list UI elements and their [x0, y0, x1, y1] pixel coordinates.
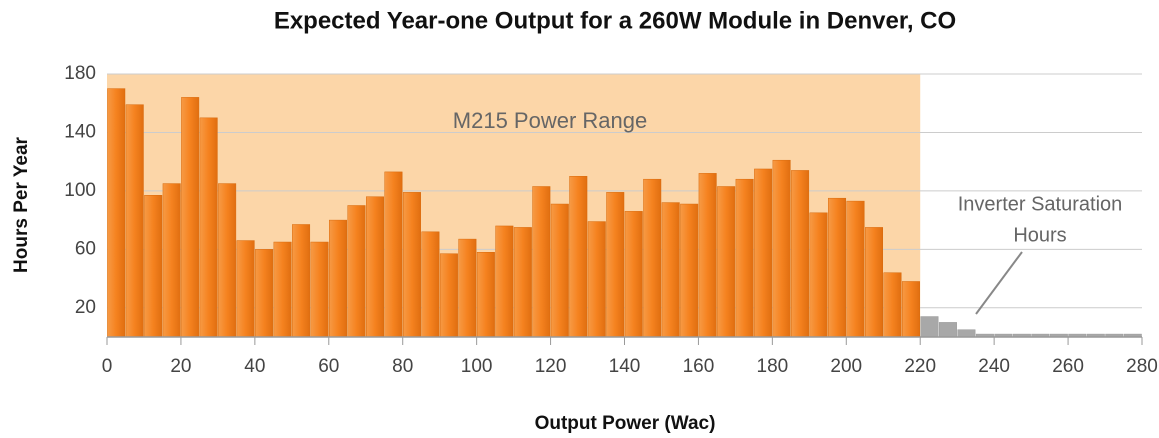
bar [772, 159, 791, 338]
x-tick-label: 180 [757, 356, 789, 377]
x-axis-label: Output Power (Wac) [535, 413, 716, 434]
annotation: M215 Power Range [453, 108, 647, 133]
chart-title: Expected Year-one Output for a 260W Modu… [274, 7, 956, 34]
bar [421, 231, 440, 338]
bar [273, 241, 292, 338]
bar [643, 178, 662, 338]
bar [199, 117, 218, 338]
x-tick-label: 240 [978, 356, 1010, 377]
bar [218, 183, 237, 338]
bar [865, 227, 884, 338]
x-tick-label: 280 [1126, 356, 1158, 377]
bar [310, 241, 329, 338]
bar [938, 322, 957, 338]
x-tick-label: 20 [170, 356, 191, 377]
bar [107, 88, 126, 338]
annotation: Hours [1013, 224, 1066, 246]
bar [698, 173, 717, 338]
bar [624, 211, 643, 338]
bar [144, 195, 163, 338]
x-tick-label: 160 [683, 356, 715, 377]
bar [513, 227, 532, 338]
bar [125, 104, 144, 338]
bar [735, 178, 754, 338]
bar [791, 170, 810, 338]
y-tick-label: 20 [75, 297, 96, 318]
bar [606, 192, 625, 338]
bar [717, 186, 736, 338]
bar [292, 224, 311, 338]
bar [255, 249, 274, 338]
bar [661, 202, 680, 338]
bar [495, 225, 514, 338]
bar [920, 316, 939, 338]
x-tick-label: 260 [1052, 356, 1084, 377]
bar [809, 212, 828, 338]
y-tick-label: 180 [64, 63, 96, 84]
x-tick-label: 100 [461, 356, 493, 377]
bar [162, 183, 181, 338]
bar [569, 176, 588, 338]
x-tick-label: 200 [830, 356, 862, 377]
y-tick-label: 100 [64, 180, 96, 201]
y-tick-label: 60 [75, 238, 96, 259]
bar [587, 221, 606, 338]
annotation: Inverter Saturation [958, 193, 1123, 215]
bar [828, 197, 847, 338]
x-tick-label: 120 [535, 356, 567, 377]
bar [476, 252, 495, 338]
x-tick-label: 220 [904, 356, 936, 377]
bar [846, 200, 865, 338]
bar [550, 203, 569, 338]
bar [957, 329, 976, 338]
bar [347, 205, 366, 338]
bar [384, 171, 403, 338]
x-tick-label: 140 [609, 356, 641, 377]
bar [883, 272, 902, 338]
annotation-pointer [975, 251, 1023, 315]
bar [402, 192, 421, 338]
bar [329, 219, 348, 338]
x-tick-label: 60 [318, 356, 339, 377]
bar [901, 281, 920, 338]
bar [236, 240, 255, 338]
bar [680, 203, 699, 338]
bar [754, 168, 773, 338]
y-axis-label: Hours Per Year [11, 136, 32, 273]
bar [458, 238, 477, 338]
bar [439, 253, 458, 338]
bar [181, 97, 200, 338]
x-tick-label: 0 [102, 356, 113, 377]
bar [532, 186, 551, 338]
bar [366, 196, 384, 338]
x-tick-label: 40 [244, 356, 265, 377]
x-tick-label: 80 [392, 356, 413, 377]
y-tick-label: 140 [64, 121, 96, 142]
